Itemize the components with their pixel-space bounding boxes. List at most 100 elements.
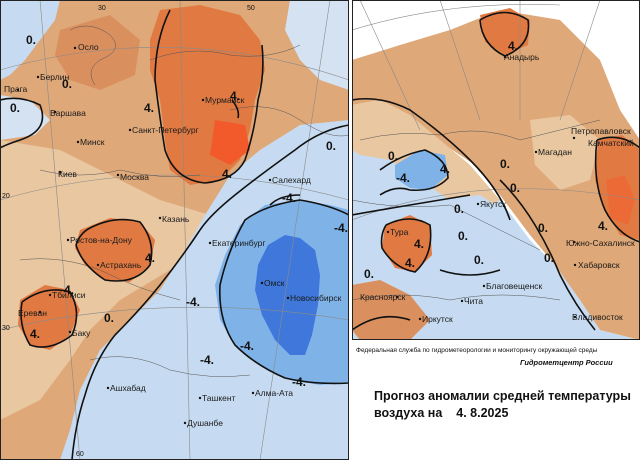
contour-label: 0.: [510, 181, 520, 195]
title-line-2: воздуха на 4. 8.2025: [374, 406, 508, 420]
contour-label: -4.: [334, 221, 348, 235]
city-label: Хабаровск: [578, 260, 620, 270]
hot-area-chukotka: [480, 8, 530, 55]
graticule-label: 20: [2, 193, 10, 200]
contour-label: 4.: [145, 251, 155, 265]
city-markers: [386, 55, 577, 321]
contour-label: 4.: [222, 167, 232, 181]
cold-anomaly-area: [395, 150, 448, 190]
credit-center: Гидрометцентр России: [520, 358, 613, 367]
right-map-panel: Анадырь Петропавловск Камчатский Магадан…: [352, 0, 640, 340]
cool-area-central: [440, 195, 510, 255]
city-label: Салехард: [272, 175, 311, 185]
title-prefix: воздуха на: [374, 406, 443, 420]
hot-area-tura: [382, 215, 432, 272]
contour-label: -4.: [396, 171, 410, 185]
contour-label: 4.: [405, 256, 415, 270]
city-markers: [16, 46, 290, 425]
city-label: Омск: [264, 278, 285, 288]
contour-label: 0.: [10, 101, 20, 115]
city-label: Ташкент: [202, 393, 236, 403]
city-label: Баку: [72, 328, 91, 338]
city-label: Новосибирск: [290, 293, 342, 303]
hot-area-rostov: [75, 218, 155, 282]
graticule-label: 30: [98, 5, 106, 12]
warm-area-south: [352, 280, 430, 340]
city-label: Ростов-на-Дону: [70, 235, 133, 245]
title-block: Прогноз аномалии средней температуры воз…: [374, 389, 631, 420]
hot-core-north: [210, 120, 250, 165]
forecast-date: 4. 8.2025: [456, 406, 508, 420]
contour-label: -4.: [240, 339, 254, 353]
contour-label: 4.: [414, 237, 424, 251]
contour-label: 4.: [64, 283, 74, 297]
city-label: Осло: [78, 42, 99, 52]
contour-label: 0.: [538, 221, 548, 235]
contour-label: 0.: [364, 267, 374, 281]
graticule-label: 60: [76, 451, 84, 458]
city-label: Ереван: [18, 308, 47, 318]
cool-area-arctic: [285, 0, 349, 90]
city-label: Варшава: [50, 108, 86, 118]
contour-label: 4.: [598, 219, 608, 233]
city-label: Киев: [58, 169, 77, 179]
city-label: Мурманск: [205, 95, 245, 105]
hot-core-kamchatka: [606, 175, 635, 225]
contour-label: 0.: [458, 229, 468, 243]
borders: [352, 119, 601, 301]
city-label: Екатеринбург: [212, 238, 265, 248]
contour-label: 0.: [544, 251, 554, 265]
credits: Федеральная служба по гидрометеорологии …: [356, 346, 613, 367]
contour-label: 0.: [454, 202, 464, 216]
warm-anomaly-area: [352, 10, 640, 340]
contour-label: 4.: [230, 89, 240, 103]
city-label: Владивосток: [572, 312, 623, 322]
city-label: Душанбе: [187, 418, 223, 428]
city-label: Камчатский: [588, 138, 634, 148]
city-label: Прага: [4, 84, 27, 94]
contour-label: 0.: [500, 157, 510, 171]
hot-area-europe: [55, 15, 140, 90]
city-label: Казань: [162, 214, 190, 224]
cool-area-nw: [0, 0, 60, 80]
city-label: Астрахань: [100, 260, 142, 270]
city-label: Санкт-Петербург: [132, 125, 199, 135]
city-label: Магадан: [538, 147, 572, 157]
contours: [352, 11, 640, 331]
graticule-label: 30: [2, 325, 10, 332]
borders: [19, 25, 349, 377]
city-label: Иркутск: [422, 314, 453, 324]
contour-label: 0.: [62, 77, 72, 91]
strong-cold-core: [255, 235, 320, 355]
city-label: Благовещенск: [486, 281, 543, 291]
city-label: Чита: [464, 296, 483, 306]
contour-label: 4.: [440, 162, 450, 176]
city-label: Тбилиси: [52, 290, 86, 300]
city-label: Красноярск: [360, 292, 406, 302]
city-label: Москва: [120, 172, 149, 182]
contour-label: 4.: [30, 327, 40, 341]
city-label: Тура: [390, 227, 409, 237]
city-label: Ашхабад: [110, 383, 146, 393]
city-label: Якутск: [480, 199, 506, 209]
light-warm-area: [530, 115, 600, 190]
city-label: Алма-Ата: [255, 388, 293, 398]
contour-label: -4.: [292, 375, 306, 389]
contour-label: 4.: [144, 101, 154, 115]
hot-area-caucasus: [18, 285, 80, 350]
city-label: Петропавловск: [571, 126, 631, 136]
left-map-panel: Осло Берлин Прага Варшава Минск Киев Мос…: [0, 0, 349, 460]
contour-label: -4.: [186, 295, 200, 309]
city-label: Южно-Сахалинск: [566, 238, 635, 248]
contour-label: 4.: [508, 39, 518, 53]
credit-organization: Федеральная служба по гидрометеорологии …: [356, 346, 598, 354]
contour-label: -4.: [282, 191, 296, 205]
contour-label: 0.: [388, 149, 398, 163]
contour-label: 0.: [474, 253, 484, 267]
graticule-label: 50: [247, 5, 255, 12]
graticule: [0, 0, 349, 460]
cool-area-central-asia: [95, 390, 175, 450]
title-line-1: Прогноз аномалии средней температуры: [374, 389, 631, 403]
contour-label: 0.: [104, 311, 114, 325]
